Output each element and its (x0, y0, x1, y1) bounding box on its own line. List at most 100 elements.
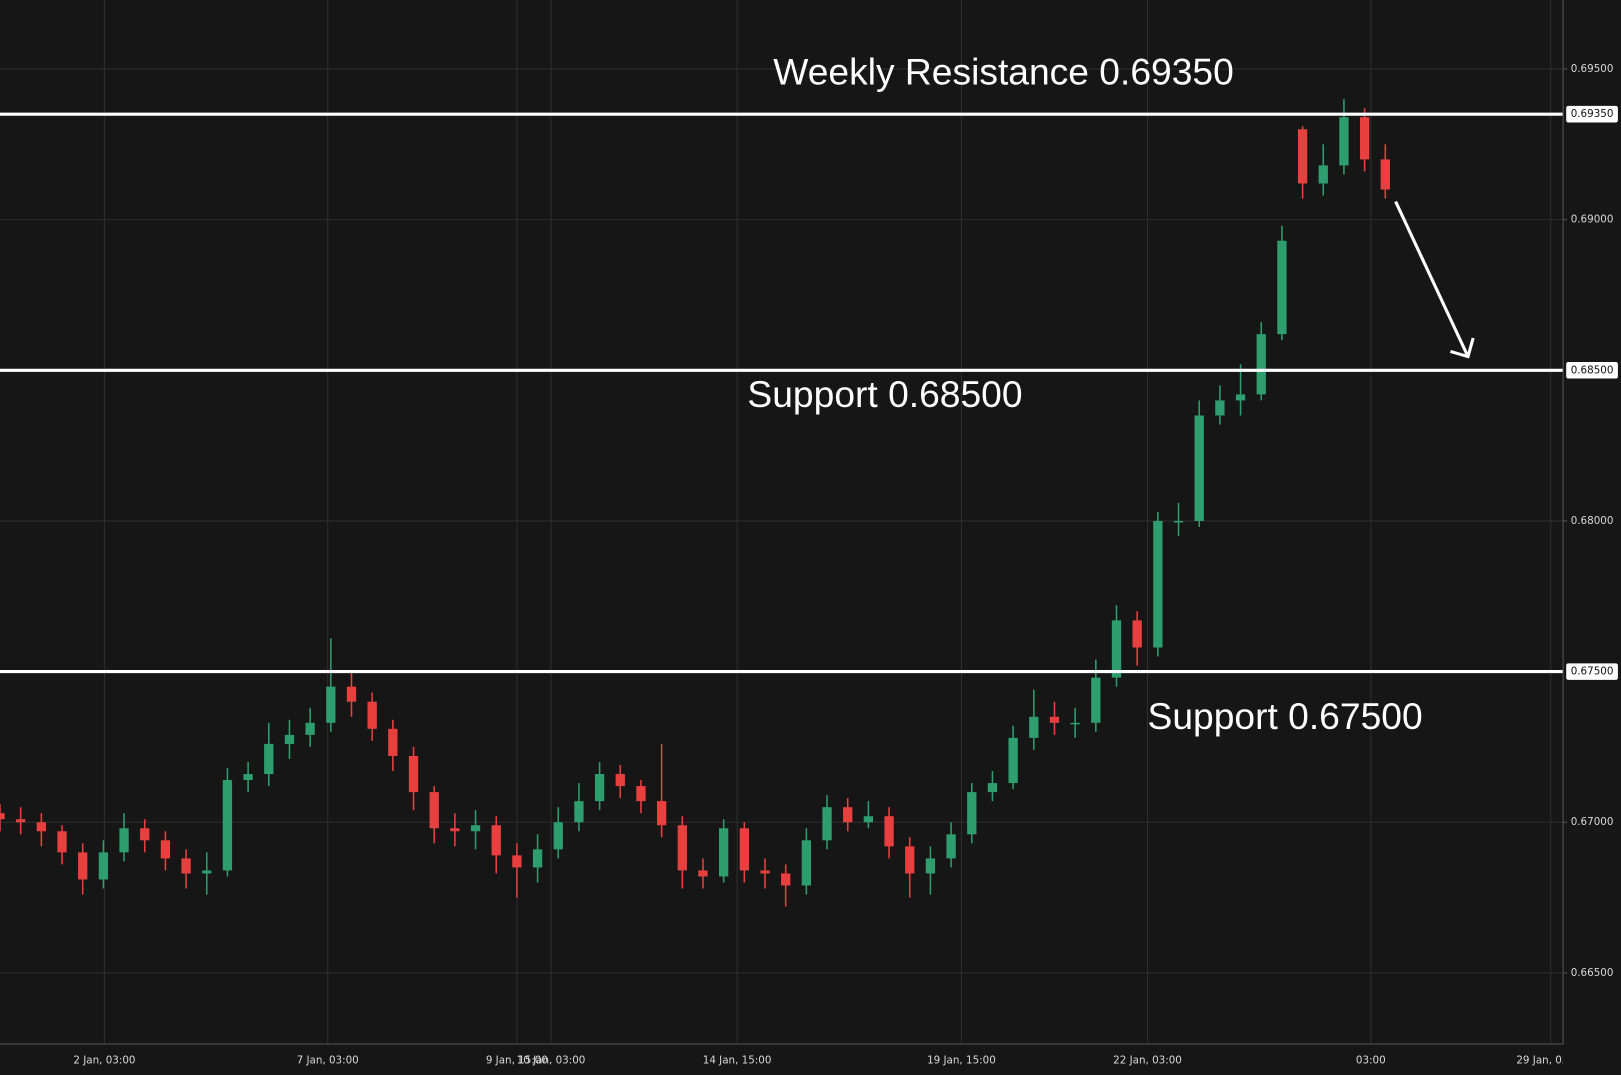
candle-body (1132, 620, 1142, 648)
candle-body (408, 755, 419, 793)
candle-body (822, 807, 832, 841)
y-tick-label: 0.69500 (1571, 63, 1614, 75)
level-label: 0.69350 (1571, 108, 1614, 120)
candle-body (1029, 716, 1039, 738)
candle-body (36, 822, 47, 832)
candle-body (491, 825, 501, 856)
candle-body (140, 828, 150, 841)
candle-body (905, 846, 915, 874)
candle-body (346, 686, 357, 702)
candle-body (1194, 415, 1204, 521)
candle-body (57, 831, 67, 853)
candle-body (16, 819, 26, 823)
candle-body (367, 701, 377, 729)
x-tick-label: 7 Jan, 03:00 (297, 1055, 359, 1067)
candle-body (843, 807, 853, 823)
candle-body (656, 801, 667, 826)
candle-body (801, 840, 812, 886)
levels: 0.69350 Weekly Resistance 0.69350 0.68500 S… (0, 51, 1618, 737)
level-label-box (1566, 362, 1618, 379)
candle-body (719, 828, 729, 877)
candle-body (78, 852, 88, 880)
level-annotation: Support 0.68500 (747, 373, 1022, 415)
candle-body (470, 825, 481, 832)
grid (0, 0, 1564, 1044)
candle-body (1256, 334, 1266, 395)
candle-body (1173, 520, 1184, 523)
level-label-box (1566, 105, 1618, 123)
candle-body (202, 870, 212, 874)
candle-body (574, 801, 584, 823)
candle-body (925, 858, 936, 874)
candle-body (264, 743, 274, 775)
x-tick-label: 19 Jan, 15:00 (927, 1055, 996, 1067)
x-tick-label: 9 Jan, 15:00 (486, 1055, 548, 1067)
x-tick-label: 2 Jan, 03:00 (73, 1055, 135, 1067)
candle-body (1049, 716, 1060, 723)
candle-body (594, 774, 605, 802)
candle-body (1235, 394, 1246, 401)
candle-body (739, 828, 749, 871)
candle-body (553, 822, 563, 850)
candle-body (1153, 520, 1163, 648)
candle-body (698, 870, 708, 877)
candle-body (1297, 129, 1308, 184)
level-annotation: Support 0.67500 (1148, 695, 1423, 737)
level-annotation: Weekly Resistance 0.69350 (773, 51, 1234, 93)
candle-body (1091, 677, 1101, 723)
candle-body (1215, 400, 1225, 416)
candle-body (1318, 165, 1328, 184)
arrow-shaft (1394, 200, 1470, 358)
x-tick-label: 14 Jan, 15:00 (703, 1055, 772, 1067)
y-tick-label: 0.69000 (1571, 214, 1614, 226)
level-label: 0.67500 (1571, 666, 1614, 678)
level-label: 0.68500 (1571, 364, 1614, 376)
y-tick-label: 0.67000 (1571, 816, 1614, 828)
candle-body (326, 686, 336, 723)
candle-body (181, 858, 191, 874)
candle-body (1380, 159, 1390, 190)
arrow-head (1449, 337, 1475, 359)
arrow (1394, 200, 1475, 359)
candle-body (429, 792, 439, 829)
candle-body (1070, 722, 1080, 725)
candle-body (884, 816, 894, 847)
candle-body (636, 786, 646, 802)
candle-body (512, 855, 522, 868)
candle-body (119, 828, 129, 853)
candle-body (1008, 737, 1018, 784)
candle-body (1111, 620, 1122, 678)
candle-body (243, 774, 253, 781)
axes: 0.66500 0.67000 0.68000 0.69000 0.69500 2 Jan… (73, 63, 1613, 1067)
x-tick-label: 10 Jan, 03:00 (517, 1055, 586, 1067)
candle-body (1339, 117, 1349, 166)
candle-body (987, 783, 998, 793)
y-tick-label: 0.68000 (1571, 515, 1614, 527)
level-label-box (1566, 663, 1618, 680)
candle-body (284, 734, 295, 744)
candle-body (677, 825, 687, 871)
candle-body (760, 870, 770, 874)
x-tick-label: 29 Jan, 03:00 (1516, 1055, 1585, 1067)
x-tick-label: 22 Jan, 03:00 (1113, 1055, 1182, 1067)
candle-body (98, 852, 109, 880)
candle-body (781, 873, 791, 886)
candle-body (1359, 117, 1370, 160)
x-tick-label: 03:00 (1356, 1055, 1386, 1067)
candle-body (222, 780, 233, 871)
candle-body (0, 813, 5, 820)
candle-body (1277, 240, 1287, 335)
candle-body (388, 728, 398, 756)
candle-body (967, 792, 977, 835)
candle-body (863, 816, 874, 823)
candle-body (946, 834, 956, 859)
y-tick-label: 0.66500 (1571, 967, 1614, 979)
candles (0, 99, 1390, 907)
candle-body (450, 828, 460, 832)
candle-body (532, 849, 543, 868)
candle-body (160, 840, 171, 859)
candle-body (615, 774, 625, 787)
